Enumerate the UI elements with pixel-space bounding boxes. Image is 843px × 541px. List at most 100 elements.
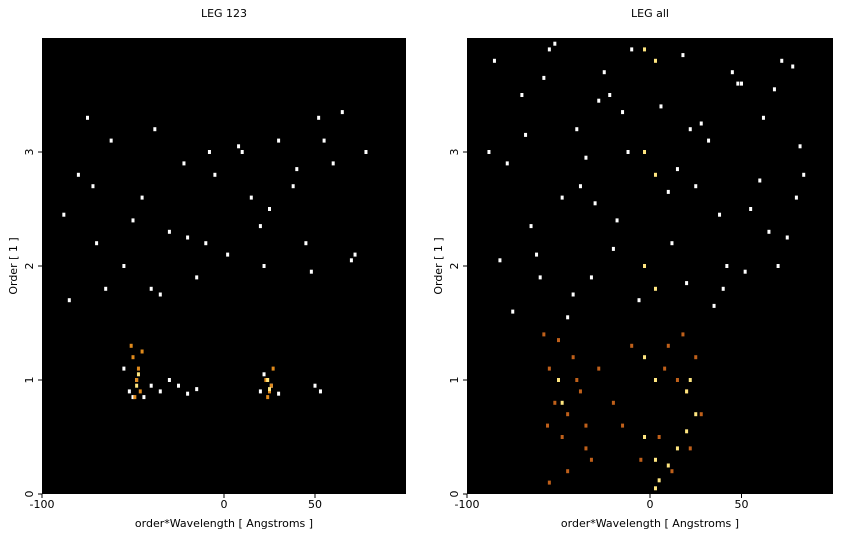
data-pixel xyxy=(538,275,542,280)
data-pixel xyxy=(743,269,747,274)
y-tick-label: 3 xyxy=(448,149,461,156)
data-pixel xyxy=(153,127,157,132)
data-pixel xyxy=(560,435,564,439)
chart-title: LEG 123 xyxy=(201,7,247,20)
data-pixel xyxy=(204,241,208,246)
data-pixel xyxy=(131,355,135,360)
data-pixel xyxy=(271,366,275,371)
data-pixel xyxy=(318,389,322,394)
data-pixel xyxy=(566,315,570,320)
data-pixel xyxy=(653,58,657,63)
data-pixel xyxy=(785,235,789,240)
data-pixel xyxy=(529,224,533,229)
data-pixel xyxy=(611,400,615,405)
data-pixel xyxy=(602,70,606,75)
data-pixel xyxy=(520,93,524,97)
data-pixel xyxy=(630,47,634,52)
data-pixel xyxy=(725,264,729,268)
data-pixel xyxy=(653,486,657,491)
data-pixel xyxy=(643,150,647,154)
data-pixel xyxy=(262,264,266,268)
data-pixel xyxy=(237,144,241,149)
data-pixel xyxy=(560,400,564,405)
data-pixel xyxy=(240,150,244,154)
data-pixel xyxy=(142,395,146,400)
data-pixel xyxy=(524,132,528,137)
data-pixel xyxy=(226,252,230,257)
data-pixel xyxy=(340,110,344,115)
data-pixel xyxy=(542,75,546,80)
data-pixel xyxy=(277,138,281,143)
data-pixel xyxy=(712,303,716,308)
data-pixel xyxy=(721,286,725,291)
data-pixel xyxy=(207,150,211,154)
x-tick-label: -100 xyxy=(30,498,55,511)
data-pixel xyxy=(133,395,137,400)
data-pixel xyxy=(135,378,139,382)
data-pixel xyxy=(140,349,144,354)
data-pixel xyxy=(666,463,670,468)
data-pixel xyxy=(653,286,657,291)
data-pixel xyxy=(670,241,674,246)
data-pixel xyxy=(694,184,698,189)
data-pixel xyxy=(621,110,625,115)
data-pixel xyxy=(659,104,663,109)
data-pixel xyxy=(135,383,139,388)
data-pixel xyxy=(158,389,162,394)
data-pixel xyxy=(331,161,335,166)
data-pixel xyxy=(611,246,615,251)
y-tick-label: 2 xyxy=(23,263,36,270)
data-pixel xyxy=(643,264,647,268)
chart-title: LEG all xyxy=(631,7,669,20)
data-pixel xyxy=(657,478,661,483)
x-tick-label: 50 xyxy=(308,498,322,511)
data-pixel xyxy=(589,275,593,280)
data-pixel xyxy=(780,58,784,63)
data-pixel xyxy=(637,298,641,303)
data-pixel xyxy=(681,332,685,337)
data-pixel xyxy=(557,338,560,343)
data-pixel xyxy=(213,172,217,177)
data-pixel xyxy=(688,446,692,451)
data-pixel xyxy=(262,372,266,377)
data-pixel xyxy=(566,412,570,417)
data-pixel xyxy=(685,429,689,434)
data-pixel xyxy=(584,155,588,160)
data-pixel xyxy=(553,400,557,405)
data-pixel xyxy=(547,480,551,485)
data-pixel xyxy=(167,378,171,382)
data-pixel xyxy=(772,87,776,92)
data-pixel xyxy=(158,292,162,297)
data-pixel xyxy=(269,383,273,388)
data-pixel xyxy=(95,241,99,246)
data-pixel xyxy=(309,269,313,274)
data-pixel xyxy=(685,389,689,394)
data-pixel xyxy=(109,138,113,143)
data-pixel xyxy=(597,366,601,371)
data-pixel xyxy=(264,378,268,382)
data-pixel xyxy=(560,195,564,200)
data-pixel xyxy=(584,446,588,451)
data-pixel xyxy=(653,378,657,382)
data-pixel xyxy=(608,93,612,97)
data-pixel xyxy=(353,252,357,257)
y-axis-label: Order [ 1 ] xyxy=(7,237,20,294)
data-pixel xyxy=(688,127,692,132)
data-pixel xyxy=(195,387,199,392)
data-pixel xyxy=(643,355,647,360)
data-pixel xyxy=(575,127,579,132)
data-pixel xyxy=(127,389,131,394)
data-pixel xyxy=(776,264,780,268)
data-pixel xyxy=(688,378,692,382)
x-tick-label: -100 xyxy=(455,498,480,511)
data-pixel xyxy=(621,423,625,428)
data-pixel xyxy=(131,395,135,400)
data-pixel xyxy=(322,138,326,143)
data-pixel xyxy=(131,218,135,223)
data-pixel xyxy=(798,144,802,149)
data-pixel xyxy=(666,343,670,348)
data-pixel xyxy=(177,383,180,388)
data-pixel xyxy=(643,47,647,52)
data-pixel xyxy=(313,383,317,388)
